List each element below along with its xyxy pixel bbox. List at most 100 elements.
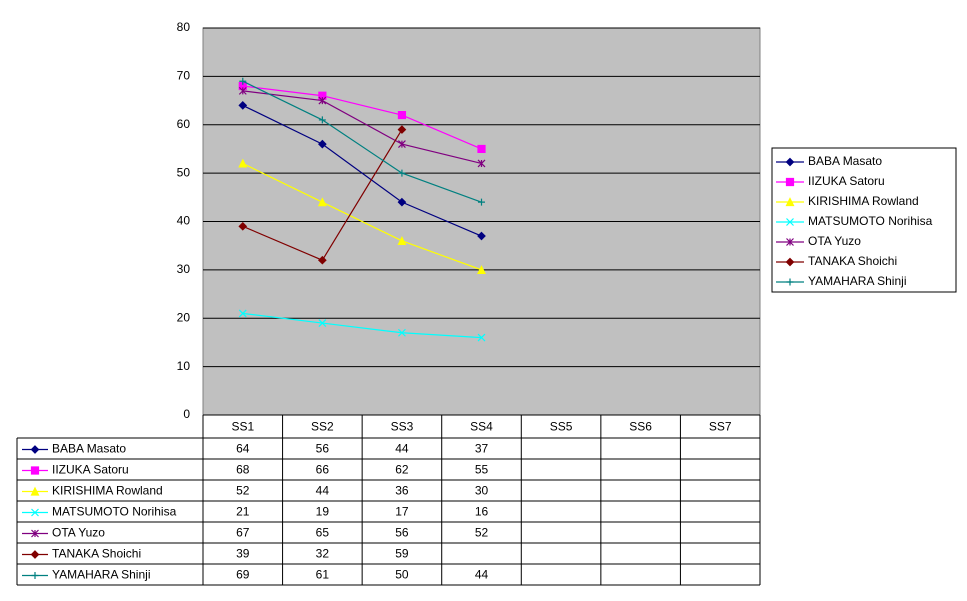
marker bbox=[238, 158, 248, 168]
marker bbox=[397, 110, 407, 120]
marker bbox=[318, 255, 327, 265]
marker bbox=[317, 197, 327, 207]
marker bbox=[477, 333, 486, 342]
table-value: 44 bbox=[475, 568, 489, 582]
table-value: 56 bbox=[316, 442, 330, 456]
table-row-label: MATSUMOTO Norihisa bbox=[52, 505, 177, 519]
legend-label: KIRISHIMA Rowland bbox=[808, 194, 919, 208]
marker bbox=[785, 257, 795, 267]
table-row-label: KIRISHIMA Rowland bbox=[52, 484, 163, 498]
marker bbox=[30, 466, 40, 475]
table-row-label: IIZUKA Satoru bbox=[52, 463, 129, 477]
marker bbox=[786, 238, 794, 246]
table-value: 37 bbox=[475, 442, 489, 456]
series-line bbox=[242, 90, 482, 165]
marker bbox=[318, 91, 327, 100]
table-value: 61 bbox=[316, 568, 330, 582]
marker bbox=[31, 508, 39, 517]
y-tick-label: 40 bbox=[177, 214, 191, 228]
x-tick-label: SS1 bbox=[231, 420, 254, 434]
table-value: 56 bbox=[395, 526, 409, 540]
series-line bbox=[242, 312, 482, 339]
marker bbox=[397, 125, 407, 134]
legend-label: TANAKA Shoichi bbox=[808, 254, 897, 268]
marker bbox=[318, 116, 326, 124]
table-value: 55 bbox=[475, 463, 489, 477]
marker bbox=[31, 529, 39, 538]
table-value: 30 bbox=[475, 484, 489, 498]
marker bbox=[786, 278, 794, 286]
marker bbox=[785, 177, 795, 187]
marker bbox=[238, 86, 247, 95]
table-value: 32 bbox=[316, 547, 330, 561]
y-tick-label: 0 bbox=[183, 407, 190, 421]
y-tick-label: 50 bbox=[177, 165, 191, 179]
table-value: 50 bbox=[395, 568, 409, 582]
marker bbox=[398, 140, 406, 149]
marker bbox=[785, 197, 795, 207]
legend-label: BABA Masato bbox=[808, 154, 882, 168]
marker bbox=[239, 77, 247, 85]
table-row-label: TANAKA Shoichi bbox=[52, 547, 141, 561]
marker bbox=[398, 169, 406, 177]
x-tick-label: SS7 bbox=[709, 420, 732, 434]
marker bbox=[238, 221, 248, 231]
table-value: 19 bbox=[316, 505, 330, 519]
marker bbox=[398, 328, 406, 337]
marker bbox=[478, 198, 485, 206]
marker bbox=[477, 231, 486, 241]
marker bbox=[238, 81, 247, 91]
series-line bbox=[242, 104, 482, 237]
x-tick-label: SS3 bbox=[391, 420, 414, 434]
y-tick-label: 30 bbox=[177, 262, 191, 276]
marker bbox=[397, 197, 407, 207]
marker bbox=[30, 445, 40, 454]
marker bbox=[477, 265, 486, 274]
table-value: 44 bbox=[395, 442, 409, 456]
y-tick-label: 60 bbox=[177, 117, 191, 131]
y-tick-label: 80 bbox=[177, 20, 191, 34]
x-tick-label: SS2 bbox=[311, 420, 334, 434]
marker bbox=[31, 572, 39, 579]
table-value: 44 bbox=[316, 484, 330, 498]
marker bbox=[785, 157, 795, 167]
table-row-label: BABA Masato bbox=[52, 442, 126, 456]
legend-label: OTA Yuzo bbox=[808, 234, 861, 248]
x-tick-label: SS6 bbox=[629, 420, 652, 434]
x-tick-label: SS5 bbox=[550, 420, 573, 434]
marker bbox=[477, 144, 486, 154]
table-value: 59 bbox=[395, 547, 409, 561]
marker bbox=[477, 159, 486, 168]
y-tick-label: 10 bbox=[177, 359, 191, 373]
marker bbox=[786, 218, 794, 226]
table-value: 52 bbox=[236, 484, 250, 498]
marker bbox=[238, 309, 247, 318]
table-value: 39 bbox=[236, 547, 250, 561]
table-value: 69 bbox=[236, 568, 250, 582]
table-value: 36 bbox=[395, 484, 409, 498]
legend-label: IIZUKA Satoru bbox=[808, 174, 885, 188]
marker bbox=[318, 319, 327, 328]
x-tick-label: SS4 bbox=[470, 420, 493, 434]
table-value: 17 bbox=[395, 505, 409, 519]
table-value: 62 bbox=[395, 463, 409, 477]
table-value: 16 bbox=[475, 505, 489, 519]
legend-label: MATSUMOTO Norihisa bbox=[808, 214, 933, 228]
marker bbox=[397, 236, 407, 245]
series-line bbox=[242, 162, 482, 271]
table-value: 65 bbox=[316, 526, 330, 540]
table-value: 67 bbox=[236, 526, 250, 540]
table-value: 68 bbox=[236, 463, 250, 477]
series-line bbox=[242, 80, 482, 203]
table-row-label: YAMAHARA Shinji bbox=[52, 568, 150, 582]
marker bbox=[318, 96, 327, 105]
legend-label: YAMAHARA Shinji bbox=[808, 274, 906, 288]
marker bbox=[30, 486, 40, 496]
marker bbox=[30, 550, 40, 559]
marker bbox=[238, 101, 248, 110]
marker bbox=[318, 139, 327, 149]
table-row-label: OTA Yuzo bbox=[52, 526, 105, 540]
series-line bbox=[242, 85, 482, 150]
y-tick-label: 20 bbox=[177, 310, 191, 324]
